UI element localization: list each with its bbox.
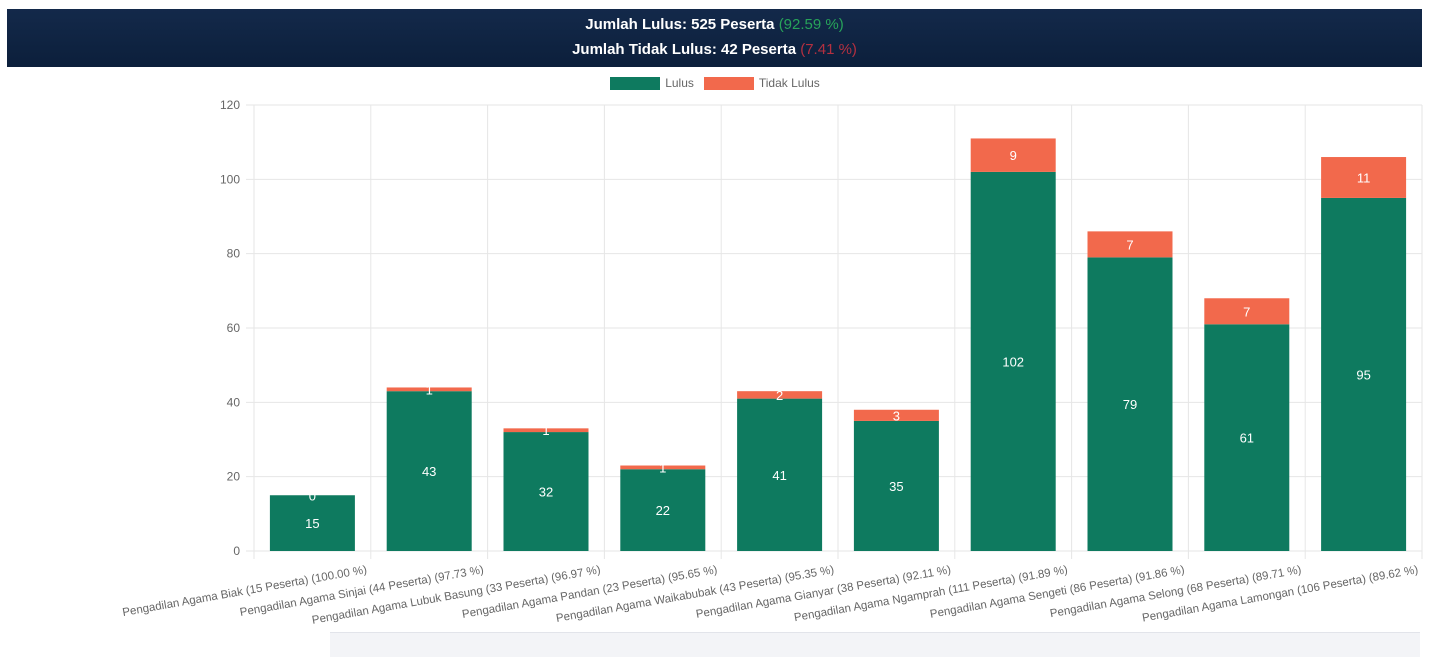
- bar-lulus: [620, 469, 706, 551]
- legend-swatch-tidak-lulus: [703, 76, 754, 90]
- legend-swatch-lulus: [610, 76, 661, 90]
- data-label-tidak-lulus: 9: [1010, 148, 1017, 163]
- data-label-lulus: 15: [305, 516, 319, 531]
- summary-header: Jumlah Lulus: 525 Peserta (92.59 %) Juml…: [7, 9, 1422, 67]
- data-label-tidak-lulus: 0: [309, 488, 316, 503]
- bar-lulus: [1204, 324, 1290, 551]
- bar-lulus: [386, 391, 472, 551]
- data-label-lulus: 22: [656, 503, 670, 518]
- bar-lulus: [737, 398, 823, 551]
- bar-lulus: [269, 495, 355, 551]
- legend-item-tidak-lulus[interactable]: Tidak Lulus: [703, 76, 820, 90]
- data-label-lulus: 61: [1240, 431, 1254, 446]
- data-label-tidak-lulus: 3: [893, 408, 900, 423]
- bar-tidak-lulus: [1087, 231, 1173, 258]
- data-label-lulus: 43: [422, 464, 436, 479]
- y-tick-label: 120: [220, 98, 240, 112]
- bottom-scroll-strip: [330, 632, 1420, 657]
- y-tick-label: 0: [233, 544, 240, 558]
- data-label-lulus: 79: [1123, 397, 1137, 412]
- y-tick-label: 40: [227, 395, 241, 409]
- data-label-tidak-lulus: 1: [542, 423, 549, 438]
- data-label-lulus: 102: [1002, 354, 1024, 369]
- bar-lulus: [1087, 257, 1173, 551]
- data-label-lulus: 95: [1356, 367, 1370, 382]
- failed-summary: Jumlah Tidak Lulus: 42 Peserta (7.41 %): [7, 37, 1422, 62]
- data-label-lulus: 35: [889, 479, 903, 494]
- y-tick-label: 80: [227, 247, 241, 261]
- passed-summary-text: Jumlah Lulus: 525 Peserta: [585, 16, 775, 33]
- bar-tidak-lulus: [620, 465, 706, 470]
- data-label-lulus: 41: [772, 468, 786, 483]
- data-label-tidak-lulus: 1: [659, 460, 666, 475]
- y-tick-label: 20: [227, 470, 241, 484]
- chart-legend: Lulus Tidak Lulus: [0, 76, 1430, 90]
- data-label-tidak-lulus: 2: [776, 388, 783, 403]
- data-label-tidak-lulus: 7: [1243, 304, 1250, 319]
- y-tick-label: 60: [227, 321, 241, 335]
- bar-tidak-lulus: [1321, 157, 1407, 198]
- failed-summary-text: Jumlah Tidak Lulus: 42 Peserta: [572, 41, 797, 58]
- legend-label-lulus: Lulus: [665, 76, 694, 90]
- bar-lulus: [503, 432, 589, 551]
- data-label-lulus: 32: [539, 485, 553, 500]
- data-label-tidak-lulus: 7: [1126, 237, 1133, 252]
- bar-lulus: [1321, 197, 1407, 551]
- y-tick-label: 100: [220, 172, 240, 186]
- bar-tidak-lulus: [737, 391, 823, 399]
- data-label-tidak-lulus: 11: [1357, 170, 1371, 185]
- bar-tidak-lulus: [1204, 298, 1290, 325]
- bar-lulus: [853, 420, 939, 551]
- passed-summary-percent: (92.59 %): [778, 16, 844, 33]
- legend-label-tidak-lulus: Tidak Lulus: [758, 76, 820, 90]
- bar-tidak-lulus: [386, 387, 472, 392]
- bar-tidak-lulus: [853, 409, 939, 421]
- data-label-tidak-lulus: 1: [426, 382, 433, 397]
- bar-tidak-lulus: [503, 428, 589, 433]
- legend-item-lulus[interactable]: Lulus: [610, 76, 694, 90]
- bar-tidak-lulus: [970, 138, 1056, 172]
- failed-summary-percent: (7.41 %): [800, 41, 857, 58]
- bar-lulus: [970, 171, 1056, 551]
- passed-summary: Jumlah Lulus: 525 Peserta (92.59 %): [7, 12, 1422, 37]
